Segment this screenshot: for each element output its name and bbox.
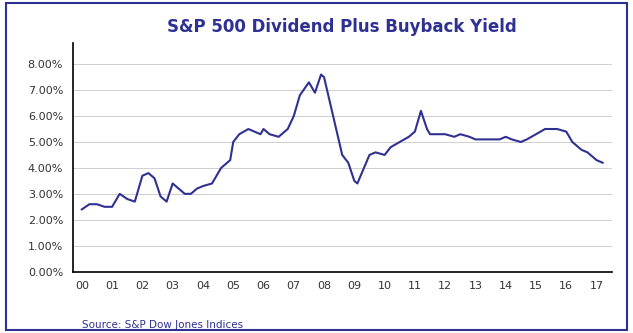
Title: S&P 500 Dividend Plus Buyback Yield: S&P 500 Dividend Plus Buyback Yield (167, 18, 517, 36)
Text: Source: S&P Dow Jones Indices: Source: S&P Dow Jones Indices (82, 320, 244, 330)
